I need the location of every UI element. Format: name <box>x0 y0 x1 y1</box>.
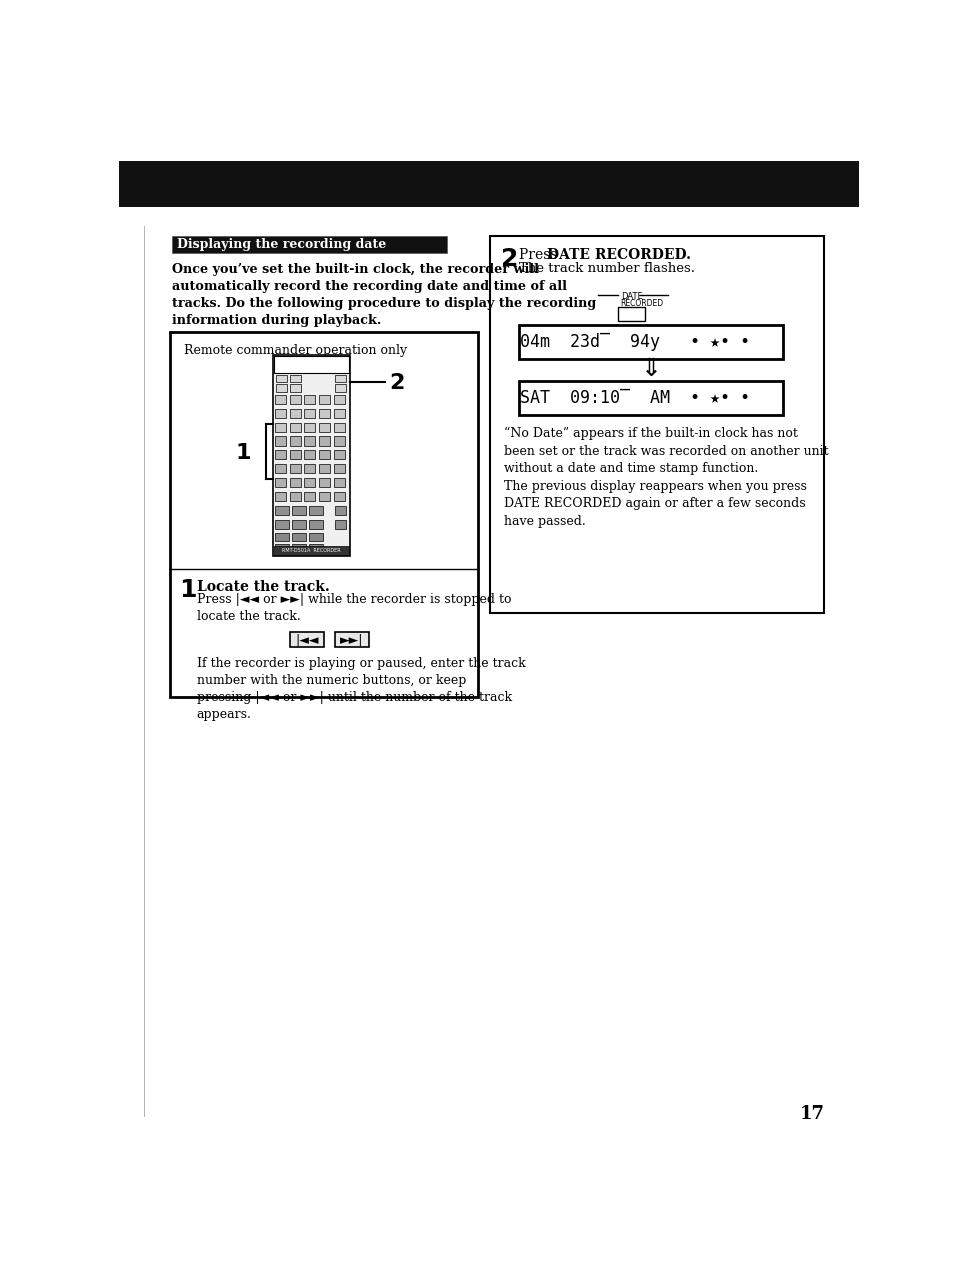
Bar <box>274 478 286 487</box>
Text: Press |◄◄ or ►►| while the recorder is stopped to
locate the track.: Press |◄◄ or ►►| while the recorder is s… <box>196 593 511 623</box>
Bar <box>319 464 330 473</box>
Bar <box>292 506 306 515</box>
Bar <box>319 422 330 432</box>
Bar <box>518 325 781 358</box>
Bar <box>304 436 315 445</box>
Bar <box>290 422 300 432</box>
Bar <box>292 519 306 529</box>
Text: 04m  23d̅  94y   • ★• •: 04m 23d̅ 94y • ★• • <box>519 333 750 351</box>
Bar <box>309 519 323 529</box>
Bar <box>309 533 323 541</box>
Text: RMT-D501A  RECORDER: RMT-D501A RECORDER <box>282 548 340 553</box>
Bar <box>274 546 348 555</box>
Bar <box>334 478 344 487</box>
Bar <box>172 236 447 254</box>
Bar <box>489 236 823 613</box>
Bar <box>304 422 315 432</box>
Bar <box>290 409 300 418</box>
Bar <box>274 356 348 374</box>
Bar <box>292 533 306 541</box>
Bar <box>274 533 289 541</box>
Bar <box>274 519 289 529</box>
Bar <box>319 395 330 404</box>
Bar <box>304 478 315 487</box>
Bar <box>304 395 315 404</box>
Bar <box>274 464 286 473</box>
Bar <box>518 381 781 414</box>
Text: Remote commander operation only: Remote commander operation only <box>183 344 406 357</box>
Bar <box>170 332 477 697</box>
Text: Once you’ve set the built-in clock, the recorder will
automatically record the r: Once you’ve set the built-in clock, the … <box>172 263 596 328</box>
Text: The track number flashes.: The track number flashes. <box>518 263 695 275</box>
Bar <box>274 395 286 404</box>
Text: 2: 2 <box>500 247 517 272</box>
Bar <box>290 478 300 487</box>
Bar <box>274 492 286 501</box>
Bar <box>319 436 330 445</box>
Bar <box>319 409 330 418</box>
Bar <box>275 384 286 391</box>
Bar <box>290 464 300 473</box>
Bar <box>304 409 315 418</box>
Bar <box>334 422 344 432</box>
Bar <box>290 384 300 391</box>
Text: RECORDED: RECORDED <box>619 300 662 309</box>
Bar <box>319 478 330 487</box>
Bar <box>335 384 345 391</box>
Bar <box>274 422 286 432</box>
Text: DATE RECORDED.: DATE RECORDED. <box>546 249 690 263</box>
Bar <box>273 354 350 556</box>
Bar <box>290 450 300 459</box>
Text: 1: 1 <box>179 578 196 602</box>
Bar <box>275 375 286 382</box>
Bar <box>319 492 330 501</box>
Bar <box>290 436 300 445</box>
Bar <box>335 506 345 515</box>
Text: If the recorder is playing or paused, enter the track
number with the numeric bu: If the recorder is playing or paused, en… <box>196 657 525 720</box>
Bar <box>290 395 300 404</box>
Text: Displaying the recording date: Displaying the recording date <box>176 238 385 251</box>
Bar <box>335 375 345 382</box>
Bar <box>335 519 345 529</box>
Bar <box>334 464 344 473</box>
Bar <box>334 450 344 459</box>
Text: 17: 17 <box>799 1105 823 1123</box>
Bar <box>334 436 344 445</box>
Bar <box>304 492 315 501</box>
Bar <box>618 307 644 321</box>
Bar <box>274 450 286 459</box>
Text: SAT  09:10̅  AM  • ★• •: SAT 09:10̅ AM • ★• • <box>519 389 750 407</box>
Bar <box>309 544 323 552</box>
Text: 2: 2 <box>389 374 404 393</box>
Text: DATE: DATE <box>620 292 642 301</box>
Text: ►►|: ►►| <box>339 634 363 646</box>
Bar <box>274 436 286 445</box>
Text: “No Date” appears if the built-in clock has not
been set or the track was record: “No Date” appears if the built-in clock … <box>503 427 827 528</box>
Text: |◄◄: |◄◄ <box>294 634 318 646</box>
Bar <box>334 395 344 404</box>
Bar <box>335 632 369 648</box>
Text: ⇓: ⇓ <box>639 357 660 381</box>
Bar <box>290 492 300 501</box>
Bar <box>292 544 306 552</box>
Bar <box>119 161 858 207</box>
Bar <box>319 450 330 459</box>
Bar <box>304 464 315 473</box>
Text: Press: Press <box>518 249 561 263</box>
Bar <box>274 409 286 418</box>
Bar <box>274 544 289 552</box>
Bar <box>309 506 323 515</box>
Bar <box>304 450 315 459</box>
Bar <box>290 632 323 648</box>
Bar <box>274 506 289 515</box>
Bar <box>290 375 300 382</box>
Text: Locate the track.: Locate the track. <box>196 580 329 594</box>
Bar <box>334 409 344 418</box>
Bar <box>334 492 344 501</box>
Text: 1: 1 <box>235 444 251 463</box>
